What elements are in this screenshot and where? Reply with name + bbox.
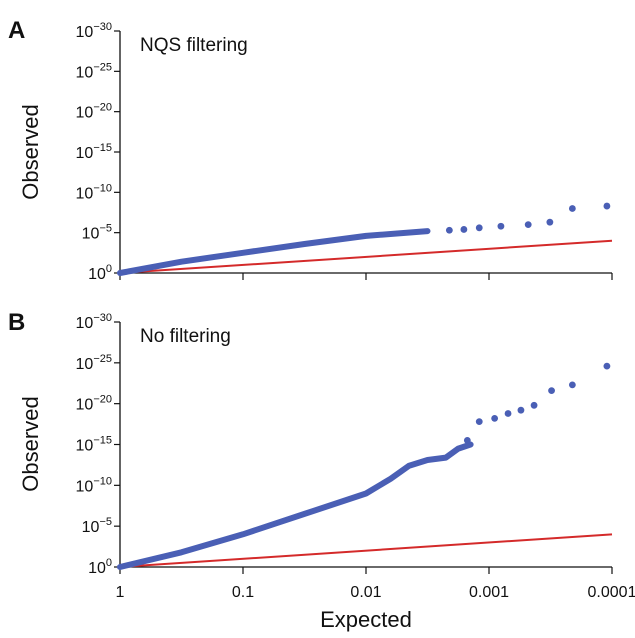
x-tick-label: 1 [116, 584, 125, 601]
data-series [117, 362, 613, 570]
observed-points-band [117, 441, 474, 570]
y-tick-label: 10−25 [76, 353, 112, 373]
y-tick-label: 10−10 [76, 182, 112, 202]
panel-b: B No filtering Observed Expected 100 10−5… [8, 309, 635, 632]
panel-a: A NQS filtering Observed 100 10−5 10−10 10−… [8, 17, 613, 283]
data-point [504, 410, 512, 417]
y-tick-label: 10−5 [82, 516, 112, 536]
expected-line [119, 239, 613, 274]
data-point [491, 414, 499, 422]
panel-label: B [8, 309, 25, 336]
data-point [460, 226, 468, 233]
y-tick-label: 100 [88, 263, 112, 283]
data-point [548, 387, 555, 394]
y-tick-label: 100 [88, 557, 112, 577]
data-point [475, 224, 483, 232]
y-tick-label: 10−5 [82, 223, 112, 243]
x-tick-label: 0.0001 [588, 584, 635, 601]
y-tick-label: 10−20 [76, 394, 112, 414]
data-point [568, 205, 576, 212]
data-point [530, 401, 538, 409]
y-tick-label: 10−20 [76, 102, 112, 122]
data-point [568, 381, 576, 389]
data-series [117, 202, 613, 276]
y-tick-label: 10−25 [76, 61, 112, 81]
y-tick-label: 10−30 [76, 21, 112, 41]
y-axis-title: Observed [18, 396, 43, 491]
y-tick-label: 10−30 [76, 312, 112, 332]
y-tick-label: 10−10 [76, 475, 112, 495]
data-point [546, 218, 554, 226]
x-tick-label: 0.001 [469, 584, 509, 601]
observed-points-band [117, 228, 431, 276]
x-tick-label: 0.1 [232, 584, 254, 601]
x-axis-title: Expected [320, 607, 412, 632]
expected-line [119, 533, 613, 568]
data-point [524, 221, 532, 229]
x-tick-label: 0.01 [350, 584, 381, 601]
panel-annotation: No filtering [140, 326, 231, 347]
axes: 100 10−5 10−10 10−15 10−20 10−25 10−30 1 0.1 0.01… [76, 312, 635, 601]
y-axis-title: Observed [18, 104, 43, 199]
y-tick-label: 10−15 [76, 142, 112, 162]
panel-label: A [8, 17, 25, 44]
data-point [517, 406, 525, 414]
axes: 100 10−5 10−10 10−15 10−20 10−25 10−30 [76, 21, 613, 283]
data-point [603, 202, 611, 210]
data-point [475, 418, 483, 426]
data-point [603, 362, 611, 370]
y-tick-label: 10−15 [76, 435, 112, 455]
panel-annotation: NQS filtering [140, 35, 248, 56]
data-point [497, 222, 505, 230]
data-point [463, 437, 471, 444]
data-point [445, 226, 453, 234]
